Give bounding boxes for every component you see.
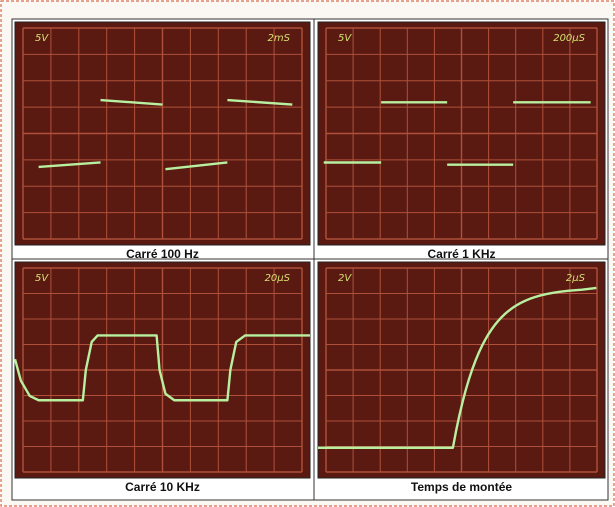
trace	[13, 334, 310, 402]
trace	[38, 161, 101, 169]
caption: Carré 10 KHz	[125, 480, 200, 494]
time-per-div: 20µS	[265, 273, 291, 284]
volts-per-div: 2V	[338, 273, 352, 284]
volts-per-div: 5V	[338, 33, 352, 44]
caption: Temps de montée	[411, 480, 512, 494]
trace	[318, 286, 597, 449]
trace	[227, 98, 293, 106]
volts-per-div: 5V	[35, 273, 49, 284]
trace	[165, 161, 228, 171]
time-per-div: 2µS	[566, 273, 586, 284]
caption: Carré 100 Hz	[126, 247, 199, 261]
time-per-div: 2mS	[268, 33, 291, 44]
volts-per-div: 5V	[35, 33, 49, 44]
time-per-div: 200µS	[553, 33, 585, 44]
caption: Carré 1 KHz	[427, 247, 495, 261]
trace	[100, 98, 163, 106]
